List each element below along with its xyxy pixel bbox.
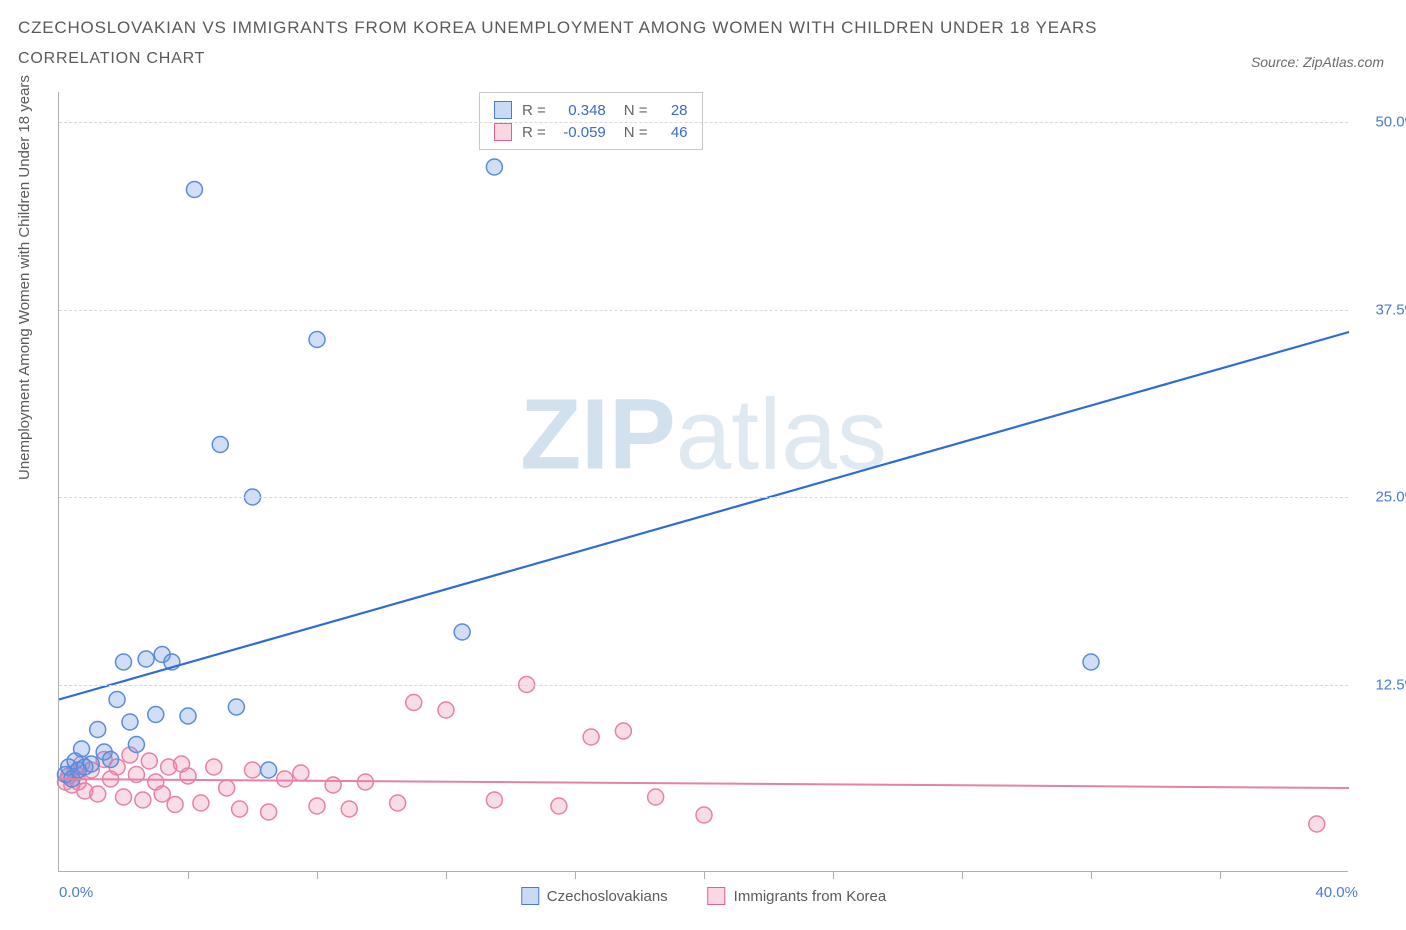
scatter-point <box>486 792 502 808</box>
stats-row-series2: R = -0.059 N = 46 <box>494 121 688 143</box>
plot-area: ZIPatlas R = 0.348 N = 28 R = -0.059 N =… <box>58 92 1348 872</box>
chart-svg <box>59 92 1348 871</box>
scatter-point <box>245 762 261 778</box>
legend-item-series2: Immigrants from Korea <box>708 887 887 905</box>
scatter-point <box>293 765 309 781</box>
scatter-point <box>116 654 132 670</box>
scatter-point <box>138 651 154 667</box>
scatter-point <box>180 768 196 784</box>
scatter-point <box>406 695 422 711</box>
x-axis-min-label: 0.0% <box>59 884 93 901</box>
scatter-point <box>309 798 325 814</box>
scatter-point <box>154 786 170 802</box>
swatch-blue-icon <box>521 887 539 905</box>
scatter-point <box>212 437 228 453</box>
x-tick <box>1220 871 1221 879</box>
source-attribution: Source: ZipAtlas.com <box>1251 54 1384 70</box>
legend-label-2: Immigrants from Korea <box>734 888 887 905</box>
scatter-point <box>122 714 138 730</box>
scatter-point <box>167 797 183 813</box>
y-tick-label: 25.0% <box>1358 489 1406 506</box>
scatter-point <box>1083 654 1099 670</box>
x-tick <box>446 871 447 879</box>
stats-row-series1: R = 0.348 N = 28 <box>494 99 688 121</box>
y-tick-label: 37.5% <box>1358 301 1406 318</box>
stat-n-value-1: 28 <box>658 102 688 119</box>
scatter-point <box>206 759 222 775</box>
stats-box: R = 0.348 N = 28 R = -0.059 N = 46 <box>479 92 703 150</box>
scatter-point <box>228 699 244 715</box>
gridline <box>59 122 1348 123</box>
scatter-point <box>193 795 209 811</box>
scatter-point <box>615 723 631 739</box>
scatter-point <box>261 804 277 820</box>
scatter-point <box>90 786 106 802</box>
scatter-point <box>261 762 277 778</box>
x-tick <box>833 871 834 879</box>
scatter-point <box>135 792 151 808</box>
scatter-point <box>454 624 470 640</box>
chart-title-line2: CORRELATION CHART <box>18 50 1097 68</box>
stat-n-value-2: 46 <box>658 124 688 141</box>
scatter-point <box>103 752 119 768</box>
scatter-point <box>390 795 406 811</box>
x-tick <box>962 871 963 879</box>
trend-line <box>59 332 1349 700</box>
stat-n-label: N = <box>624 124 648 141</box>
scatter-point <box>219 780 235 796</box>
legend-label-1: Czechoslovakians <box>547 888 668 905</box>
scatter-point <box>648 789 664 805</box>
scatter-point <box>341 801 357 817</box>
legend: Czechoslovakians Immigrants from Korea <box>521 887 886 905</box>
scatter-point <box>74 741 90 757</box>
chart-title-line1: CZECHOSLOVAKIAN VS IMMIGRANTS FROM KOREA… <box>18 18 1097 38</box>
stat-r-value-1: 0.348 <box>556 102 606 119</box>
gridline <box>59 310 1348 311</box>
x-tick <box>704 871 705 879</box>
scatter-point <box>116 789 132 805</box>
scatter-point <box>83 756 99 772</box>
trend-line <box>59 779 1349 788</box>
stat-r-label: R = <box>522 124 546 141</box>
x-tick <box>575 871 576 879</box>
scatter-point <box>438 702 454 718</box>
scatter-point <box>277 771 293 787</box>
gridline <box>59 685 1348 686</box>
x-tick <box>1091 871 1092 879</box>
legend-item-series1: Czechoslovakians <box>521 887 668 905</box>
swatch-pink-icon <box>494 123 512 141</box>
scatter-point <box>551 798 567 814</box>
swatch-pink-icon <box>708 887 726 905</box>
scatter-point <box>109 692 125 708</box>
scatter-point <box>325 777 341 793</box>
scatter-point <box>583 729 599 745</box>
scatter-point <box>141 753 157 769</box>
scatter-point <box>1309 816 1325 832</box>
gridline <box>59 497 1348 498</box>
scatter-point <box>148 707 164 723</box>
correlation-chart: ZIPatlas R = 0.348 N = 28 R = -0.059 N =… <box>58 92 1348 872</box>
scatter-point <box>232 801 248 817</box>
scatter-point <box>90 722 106 738</box>
x-axis-max-label: 40.0% <box>1315 884 1358 901</box>
y-tick-label: 50.0% <box>1358 114 1406 131</box>
stat-r-label: R = <box>522 102 546 119</box>
scatter-point <box>309 332 325 348</box>
stat-r-value-2: -0.059 <box>556 124 606 141</box>
y-axis-label: Unemployment Among Women with Children U… <box>16 75 33 480</box>
scatter-point <box>486 159 502 175</box>
scatter-point <box>186 182 202 198</box>
scatter-point <box>180 708 196 724</box>
scatter-point <box>696 807 712 823</box>
scatter-point <box>128 737 144 753</box>
x-tick <box>188 871 189 879</box>
swatch-blue-icon <box>494 101 512 119</box>
x-tick <box>317 871 318 879</box>
stat-n-label: N = <box>624 102 648 119</box>
y-tick-label: 12.5% <box>1358 676 1406 693</box>
